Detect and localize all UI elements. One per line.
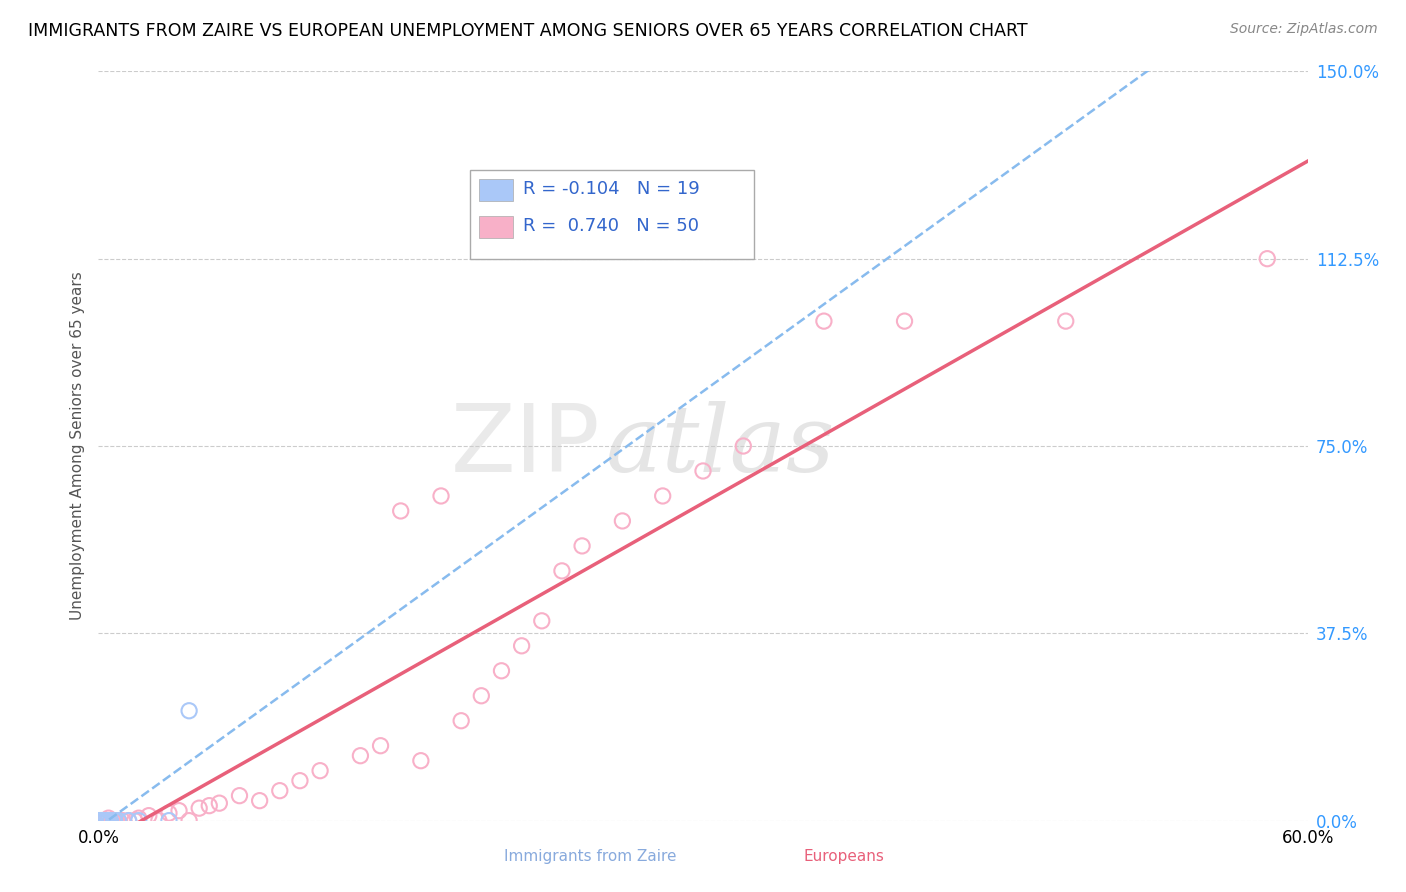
Point	[111, 814, 134, 828]
Point	[370, 739, 392, 753]
Point	[167, 804, 190, 818]
Point	[97, 814, 120, 828]
Point	[269, 783, 291, 797]
Point	[93, 814, 115, 828]
Point	[179, 814, 201, 828]
Point	[90, 814, 112, 828]
Point	[470, 689, 492, 703]
Point	[450, 714, 472, 728]
Point	[118, 814, 141, 828]
Point	[107, 814, 129, 828]
Point	[124, 814, 146, 828]
Text: Immigrants from Zaire: Immigrants from Zaire	[505, 849, 676, 863]
Point	[612, 514, 634, 528]
Point	[103, 814, 125, 828]
Text: R =  0.740   N = 50: R = 0.740 N = 50	[523, 218, 699, 235]
Text: IMMIGRANTS FROM ZAIRE VS EUROPEAN UNEMPLOYMENT AMONG SENIORS OVER 65 YEARS CORRE: IMMIGRANTS FROM ZAIRE VS EUROPEAN UNEMPL…	[28, 22, 1028, 40]
Point	[89, 814, 111, 828]
Point	[105, 814, 128, 828]
Point	[208, 796, 231, 810]
Point	[491, 664, 513, 678]
Point	[228, 789, 250, 803]
Point	[89, 814, 111, 828]
Point	[93, 814, 115, 828]
Point	[96, 814, 118, 828]
Point	[1054, 314, 1077, 328]
Text: atlas: atlas	[606, 401, 835, 491]
Point	[97, 811, 120, 825]
Point	[96, 814, 118, 828]
Point	[103, 814, 125, 828]
Point	[1256, 252, 1278, 266]
Point	[288, 773, 311, 788]
Point	[389, 504, 412, 518]
Point	[128, 811, 150, 825]
Point	[91, 814, 114, 828]
Point	[157, 806, 180, 821]
Point	[179, 704, 201, 718]
Point	[101, 814, 124, 828]
Point	[138, 808, 160, 822]
Text: Europeans: Europeans	[803, 849, 884, 863]
Text: R = -0.104   N = 19: R = -0.104 N = 19	[523, 180, 700, 198]
FancyBboxPatch shape	[479, 216, 513, 238]
Text: ZIP: ZIP	[450, 400, 600, 492]
Point	[409, 754, 432, 768]
Point	[107, 814, 129, 828]
Point	[128, 814, 150, 828]
Point	[87, 814, 110, 828]
Point	[571, 539, 593, 553]
Point	[551, 564, 574, 578]
Point	[90, 814, 112, 828]
Point	[100, 814, 122, 828]
Point	[100, 814, 122, 828]
FancyBboxPatch shape	[479, 178, 513, 201]
Point	[89, 814, 111, 828]
Point	[89, 814, 111, 828]
Point	[893, 314, 915, 328]
Point	[94, 814, 117, 828]
Text: Source: ZipAtlas.com: Source: ZipAtlas.com	[1230, 22, 1378, 37]
Point	[91, 814, 114, 828]
Point	[510, 639, 533, 653]
Point	[430, 489, 453, 503]
FancyBboxPatch shape	[470, 170, 754, 259]
Point	[188, 801, 211, 815]
Point	[118, 814, 141, 828]
Point	[309, 764, 332, 778]
Point	[813, 314, 835, 328]
Y-axis label: Unemployment Among Seniors over 65 years: Unemployment Among Seniors over 65 years	[69, 272, 84, 620]
Point	[198, 798, 221, 813]
Point	[93, 814, 115, 828]
Point	[93, 814, 115, 828]
Point	[249, 794, 271, 808]
Point	[91, 814, 114, 828]
Point	[530, 614, 553, 628]
Point	[148, 814, 170, 828]
Point	[90, 814, 112, 828]
Point	[651, 489, 673, 503]
Point	[349, 748, 371, 763]
Point	[692, 464, 714, 478]
Point	[157, 814, 180, 828]
Point	[733, 439, 755, 453]
